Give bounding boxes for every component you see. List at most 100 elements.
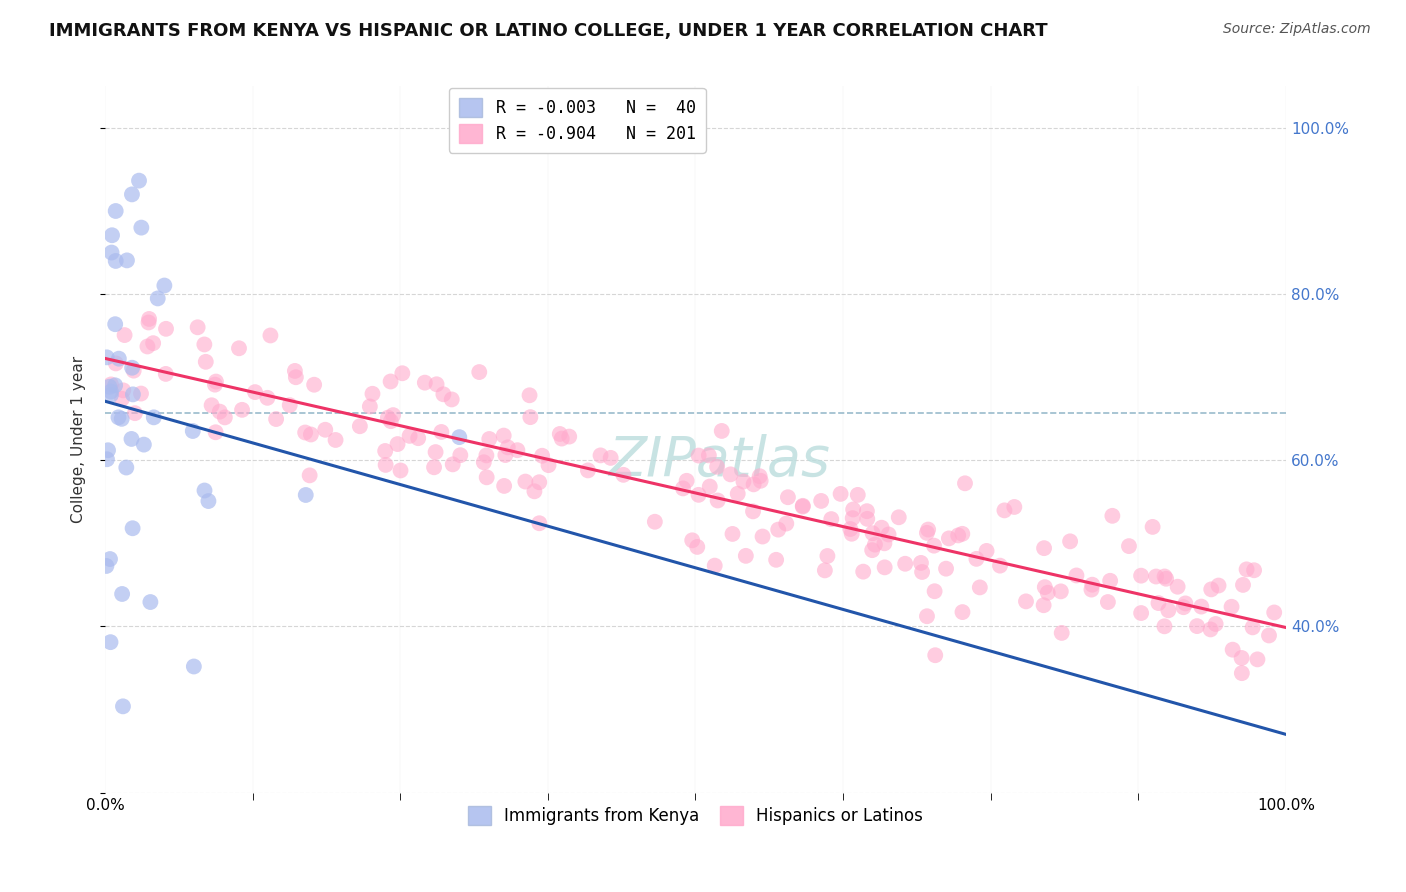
Point bbox=[862, 526, 884, 541]
Point bbox=[681, 533, 703, 548]
Text: Source: ZipAtlas.com: Source: ZipAtlas.com bbox=[1223, 22, 1371, 37]
Point bbox=[841, 526, 863, 541]
Point bbox=[873, 560, 896, 574]
Point bbox=[423, 460, 446, 475]
Point bbox=[243, 385, 266, 400]
Point bbox=[1157, 603, 1180, 617]
Point bbox=[612, 467, 634, 482]
Point bbox=[1144, 569, 1167, 583]
Point bbox=[1222, 642, 1244, 657]
Point bbox=[104, 254, 127, 268]
Point bbox=[820, 512, 842, 526]
Point bbox=[475, 470, 498, 484]
Point bbox=[856, 512, 879, 526]
Point bbox=[299, 427, 322, 442]
Point bbox=[1080, 582, 1102, 597]
Point bbox=[115, 460, 138, 475]
Point bbox=[749, 474, 772, 488]
Point bbox=[302, 377, 325, 392]
Point bbox=[387, 437, 409, 451]
Point bbox=[1049, 584, 1071, 599]
Point bbox=[155, 367, 177, 381]
Point bbox=[863, 538, 886, 552]
Point bbox=[915, 525, 938, 540]
Point bbox=[703, 558, 725, 573]
Point bbox=[710, 424, 733, 438]
Point bbox=[1167, 580, 1189, 594]
Point bbox=[100, 377, 122, 392]
Point bbox=[382, 408, 405, 422]
Point bbox=[870, 521, 893, 535]
Point bbox=[108, 351, 131, 366]
Point bbox=[841, 511, 863, 525]
Point bbox=[1081, 577, 1104, 591]
Point bbox=[776, 490, 799, 504]
Point bbox=[558, 429, 581, 443]
Point bbox=[924, 584, 946, 599]
Point bbox=[1258, 628, 1281, 642]
Point bbox=[380, 414, 402, 428]
Point bbox=[231, 402, 253, 417]
Point bbox=[214, 410, 236, 425]
Point bbox=[1154, 572, 1177, 586]
Y-axis label: College, Under 1 year: College, Under 1 year bbox=[72, 356, 86, 523]
Point bbox=[915, 609, 938, 624]
Point bbox=[814, 563, 837, 577]
Point bbox=[111, 699, 134, 714]
Point bbox=[537, 458, 560, 472]
Point bbox=[132, 437, 155, 451]
Point bbox=[911, 565, 934, 579]
Point bbox=[519, 388, 541, 402]
Point bbox=[294, 488, 316, 502]
Point bbox=[742, 504, 765, 518]
Point bbox=[672, 482, 695, 496]
Point bbox=[792, 500, 814, 514]
Point bbox=[183, 659, 205, 673]
Point bbox=[873, 536, 896, 550]
Point bbox=[1032, 599, 1054, 613]
Point bbox=[142, 336, 165, 351]
Point bbox=[100, 635, 122, 649]
Point bbox=[406, 431, 429, 445]
Point bbox=[194, 355, 217, 369]
Point bbox=[976, 544, 998, 558]
Point bbox=[697, 449, 720, 463]
Point bbox=[988, 558, 1011, 573]
Point bbox=[359, 400, 381, 414]
Point bbox=[924, 648, 946, 663]
Point bbox=[314, 423, 336, 437]
Point bbox=[727, 486, 749, 500]
Point bbox=[104, 317, 127, 331]
Point bbox=[519, 410, 541, 425]
Point bbox=[121, 187, 143, 202]
Point bbox=[259, 328, 281, 343]
Point bbox=[136, 339, 159, 353]
Point bbox=[128, 174, 150, 188]
Point bbox=[155, 322, 177, 336]
Point bbox=[121, 521, 143, 535]
Point bbox=[205, 375, 228, 389]
Point bbox=[830, 487, 852, 501]
Point bbox=[852, 565, 875, 579]
Point bbox=[551, 432, 574, 446]
Point bbox=[494, 448, 516, 462]
Point bbox=[389, 463, 412, 477]
Point bbox=[96, 452, 118, 467]
Point bbox=[201, 398, 224, 412]
Point bbox=[910, 556, 932, 570]
Point bbox=[792, 499, 814, 513]
Point bbox=[721, 527, 744, 541]
Point bbox=[104, 356, 127, 370]
Point bbox=[1153, 569, 1175, 583]
Point bbox=[494, 479, 516, 493]
Point bbox=[112, 384, 135, 398]
Point bbox=[706, 459, 728, 474]
Point bbox=[100, 388, 122, 402]
Point bbox=[1243, 563, 1265, 577]
Point bbox=[380, 375, 402, 389]
Point bbox=[426, 377, 449, 392]
Point bbox=[294, 425, 316, 440]
Point bbox=[104, 378, 127, 392]
Point bbox=[1236, 562, 1258, 576]
Point bbox=[475, 449, 498, 463]
